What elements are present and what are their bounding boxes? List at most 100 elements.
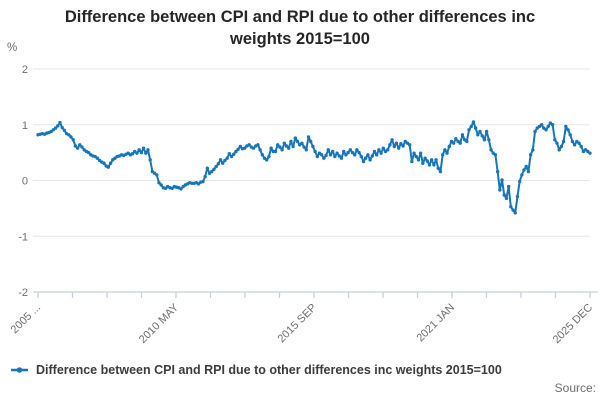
data-point-marker xyxy=(108,161,113,165)
data-point-marker xyxy=(320,153,324,157)
data-point-marker xyxy=(434,158,438,162)
legend: Difference between CPI and RPI due to ot… xyxy=(10,363,502,377)
data-point-marker xyxy=(300,141,304,145)
data-point-marker xyxy=(381,146,385,150)
data-point-marker xyxy=(78,143,82,147)
data-point-marker xyxy=(256,143,260,147)
data-point-marker xyxy=(407,143,412,147)
data-point-marker xyxy=(339,156,344,160)
data-point-marker xyxy=(471,120,476,124)
data-point-marker xyxy=(465,139,469,144)
data-point-marker xyxy=(251,146,256,150)
data-point-marker xyxy=(106,165,111,169)
data-point-marker xyxy=(225,156,229,160)
data-point-marker xyxy=(232,152,236,156)
data-point-marker xyxy=(73,144,78,148)
page-title: Difference between CPI and RPI due to ot… xyxy=(64,8,536,48)
data-point-marker xyxy=(357,150,361,155)
data-point-marker xyxy=(330,149,335,154)
data-point-marker xyxy=(513,211,517,215)
data-point-marker xyxy=(344,153,348,157)
data-point-marker xyxy=(438,169,443,174)
plot-area[interactable] xyxy=(38,55,590,292)
data-point-marker xyxy=(309,139,313,144)
data-point-marker xyxy=(368,158,372,162)
y-axis-unit-label: % xyxy=(7,42,18,54)
data-point-marker xyxy=(221,161,225,165)
data-point-marker xyxy=(484,129,489,134)
legend-line-marker-icon xyxy=(11,367,28,373)
data-point-marker xyxy=(359,154,363,159)
y-axis-tick-label: 0 xyxy=(22,176,28,188)
data-point-marker xyxy=(493,153,498,157)
data-point-marker xyxy=(572,143,577,147)
data-point-marker xyxy=(506,184,511,189)
data-point-marker xyxy=(315,154,319,159)
data-point-marker xyxy=(416,158,421,162)
data-point-marker xyxy=(458,141,462,145)
data-point-marker xyxy=(146,148,150,152)
data-point-marker xyxy=(60,125,64,130)
data-point-marker xyxy=(423,156,427,160)
data-point-marker xyxy=(260,153,265,157)
data-point-marker xyxy=(447,144,451,149)
data-point-marker xyxy=(144,151,148,155)
data-point-marker xyxy=(559,144,564,149)
x-axis-tick-label: 2005 ... xyxy=(9,302,43,336)
data-point-marker xyxy=(460,133,465,137)
data-point-marker xyxy=(577,141,581,145)
data-point-marker xyxy=(322,156,326,160)
data-point-marker xyxy=(201,179,205,184)
data-point-marker xyxy=(71,138,75,142)
data-point-marker xyxy=(504,196,509,201)
data-point-marker xyxy=(524,164,528,169)
data-point-marker xyxy=(546,124,550,129)
data-point-marker xyxy=(214,164,218,169)
data-point-marker xyxy=(69,135,73,139)
data-point-marker xyxy=(355,148,359,152)
data-point-marker xyxy=(432,163,436,167)
data-point-marker xyxy=(509,205,513,209)
data-point-marker xyxy=(203,174,207,179)
y-axis-tick-label: 1 xyxy=(22,120,28,132)
data-point-marker xyxy=(335,151,339,155)
data-point-marker xyxy=(62,128,67,133)
data-point-marker xyxy=(282,141,287,145)
data-point-marker xyxy=(502,193,506,197)
data-point-marker xyxy=(531,148,535,152)
data-point-marker xyxy=(511,208,515,212)
data-point-marker xyxy=(238,144,243,149)
data-point-marker xyxy=(284,144,289,148)
data-point-marker xyxy=(216,162,221,166)
data-point-marker xyxy=(276,143,280,147)
data-point-marker xyxy=(267,154,271,159)
data-point-marker xyxy=(588,151,592,155)
data-point-marker xyxy=(135,151,139,155)
data-point-marker xyxy=(293,136,298,140)
data-point-marker xyxy=(410,159,414,164)
data-point-marker xyxy=(302,145,306,149)
data-point-marker xyxy=(482,138,487,142)
data-point-marker xyxy=(451,141,456,145)
data-point-marker xyxy=(517,179,522,184)
data-point-marker xyxy=(295,139,300,144)
data-point-marker xyxy=(478,129,482,134)
data-point-marker xyxy=(86,150,91,155)
data-point-marker xyxy=(223,158,227,163)
x-axis-tick-label: 2021 JAN xyxy=(414,302,457,345)
data-point-marker xyxy=(429,158,434,162)
data-point-marker xyxy=(306,135,311,139)
data-point-marker xyxy=(401,144,405,148)
data-point-marker xyxy=(467,128,471,132)
data-point-marker xyxy=(440,153,445,157)
data-point-marker xyxy=(289,139,293,144)
data-point-marker xyxy=(550,123,555,127)
data-point-marker xyxy=(95,156,100,160)
data-point-marker xyxy=(324,153,328,158)
data-point-marker xyxy=(469,124,473,129)
data-point-marker xyxy=(352,153,357,157)
data-point-marker xyxy=(56,124,60,128)
data-point-marker xyxy=(445,151,449,155)
